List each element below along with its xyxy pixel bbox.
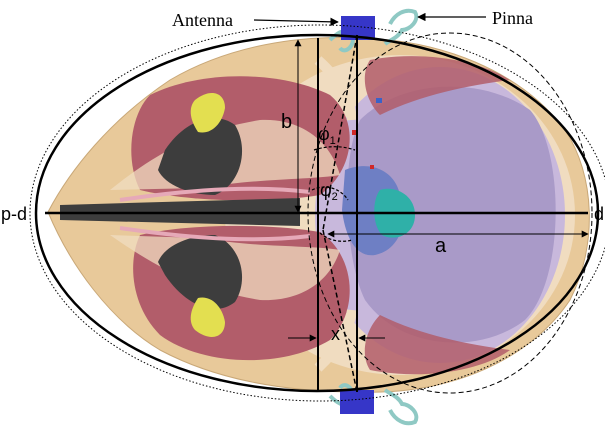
blue-marker — [376, 98, 382, 103]
angle-arc-phi1 — [313, 146, 356, 151]
brain-grey-matter — [347, 86, 556, 343]
label-antenna: Antenna — [172, 10, 233, 30]
temporal-muscle-upper — [364, 56, 510, 115]
angle-arc-phi2 — [311, 186, 349, 201]
thin-tissue-upper — [119, 186, 311, 202]
antenna-pointer — [253, 17, 339, 27]
label-d: d — [594, 204, 604, 224]
red-marker-1 — [352, 130, 357, 135]
angle-arc-lower — [319, 232, 353, 242]
label-b: b — [281, 111, 292, 133]
sinus-lower — [158, 235, 243, 309]
red-marker-2 — [370, 165, 374, 169]
gland-lower — [190, 297, 225, 337]
label-pinna: Pinna — [492, 8, 533, 28]
slanted-dashed-line-lower — [322, 229, 358, 393]
thin-tissue-lower — [119, 226, 311, 242]
antenna-bottom — [340, 390, 374, 414]
ear-bone-lower — [314, 309, 357, 372]
label-a: a — [435, 235, 447, 257]
label-phi2: φ2 — [320, 180, 338, 203]
label-x: x — [331, 324, 340, 344]
slanted-dashed-line — [322, 34, 358, 231]
sinus-upper — [158, 118, 243, 195]
label-phi1: φ1 — [318, 124, 336, 147]
label-p-d: p-d — [1, 204, 27, 224]
ellipse-model-dotted — [29, 24, 605, 402]
ellipse-model-solid — [34, 33, 600, 393]
ear-bone-upper — [314, 56, 357, 121]
gland-upper — [190, 93, 225, 133]
